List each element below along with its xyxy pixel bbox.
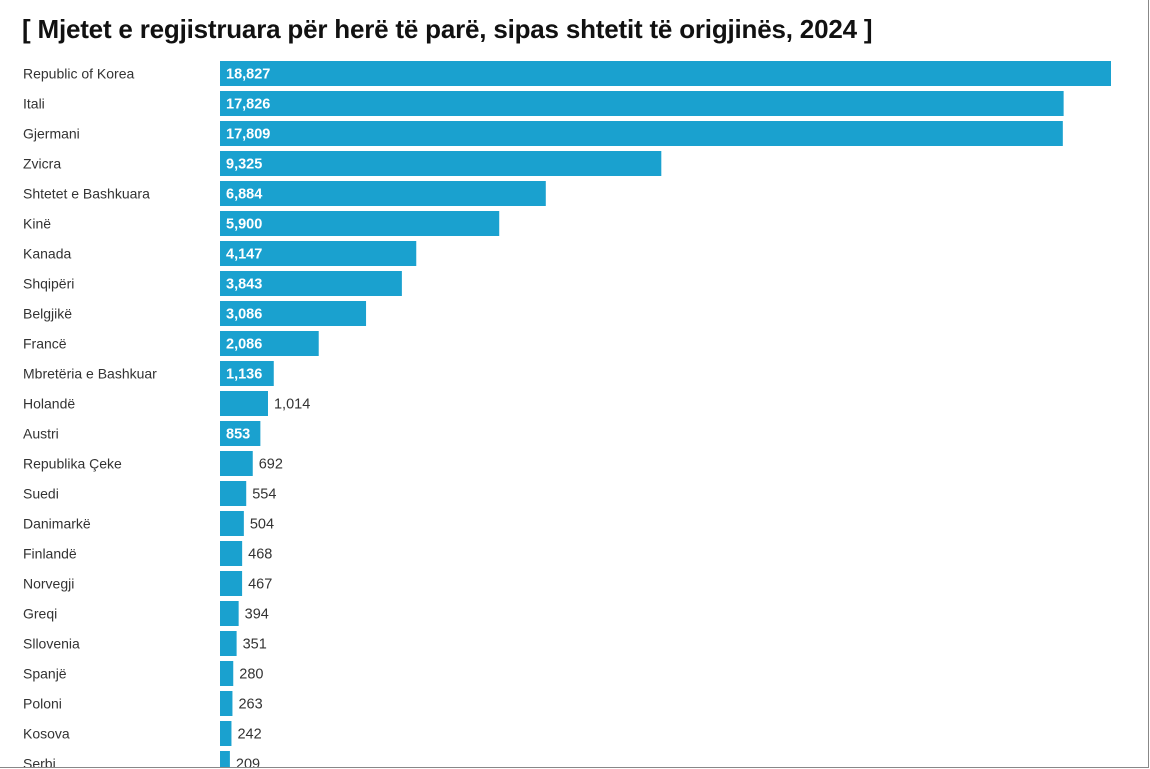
category-label: Itali <box>23 96 45 112</box>
bar <box>220 451 253 476</box>
data-label: 692 <box>259 457 283 473</box>
category-label: Serbi <box>23 756 56 768</box>
data-label: 3,843 <box>226 277 262 293</box>
bar <box>220 721 232 746</box>
category-label: Finlandë <box>23 546 77 562</box>
category-label: Kanada <box>23 246 71 262</box>
category-label: Greqi <box>23 606 57 622</box>
category-label: Francë <box>23 336 67 352</box>
bar <box>220 601 239 626</box>
data-label: 3,086 <box>226 307 262 323</box>
category-label: Holandë <box>23 396 75 412</box>
bar <box>220 151 662 176</box>
category-label: Shqipëri <box>23 276 74 292</box>
bar <box>220 121 1063 146</box>
bar <box>220 481 247 506</box>
data-label: 263 <box>238 697 262 713</box>
bar <box>220 421 261 446</box>
category-label: Austri <box>23 426 59 442</box>
category-label: Zvicra <box>23 156 61 172</box>
data-label: 351 <box>243 637 267 653</box>
category-label: Shtetet e Bashkuara <box>23 186 150 202</box>
chart-title: [ Mjetet e regjistruara për herë të parë… <box>22 14 873 44</box>
bar <box>220 271 402 296</box>
bar <box>220 211 500 236</box>
category-label: Danimarkë <box>23 516 91 532</box>
category-label: Belgjikë <box>23 306 72 322</box>
data-label: 209 <box>236 757 260 768</box>
data-label: 280 <box>239 667 263 683</box>
bar <box>220 661 234 686</box>
bar <box>220 571 243 596</box>
data-label: 853 <box>226 427 250 443</box>
bar <box>220 691 233 716</box>
bar <box>220 631 237 656</box>
data-label: 504 <box>250 517 274 533</box>
bar <box>220 61 1111 86</box>
bar <box>220 241 417 266</box>
data-label: 9,325 <box>226 157 262 173</box>
bar <box>220 541 243 566</box>
bar <box>220 391 268 416</box>
data-label: 394 <box>245 607 269 623</box>
category-label: Spanjë <box>23 666 67 682</box>
data-label: 554 <box>252 487 276 503</box>
category-label: Norvegji <box>23 576 74 592</box>
bar <box>220 331 319 356</box>
category-label: Gjermani <box>23 126 80 142</box>
category-label: Sllovenia <box>23 636 80 652</box>
category-label: Mbretëria e Bashkuar <box>23 366 157 382</box>
category-label: Poloni <box>23 696 62 712</box>
data-label: 467 <box>248 577 272 593</box>
category-label: Kinë <box>23 216 51 232</box>
data-label: 17,826 <box>226 97 270 113</box>
bar <box>220 751 230 767</box>
data-label: 468 <box>248 547 272 563</box>
category-label: Republic of Korea <box>23 66 135 82</box>
data-label: 5,900 <box>226 217 262 233</box>
data-label: 18,827 <box>226 67 270 83</box>
category-label: Suedi <box>23 486 59 502</box>
category-label: Kosova <box>23 726 70 742</box>
data-label: 242 <box>237 727 261 743</box>
data-label: 4,147 <box>226 247 262 263</box>
bar <box>220 361 274 386</box>
data-label: 6,884 <box>226 187 262 203</box>
data-label: 17,809 <box>226 127 270 143</box>
data-label: 1,014 <box>274 397 310 413</box>
bar <box>220 301 367 326</box>
data-label: 1,136 <box>226 367 262 383</box>
category-label: Republika Çeke <box>23 456 122 472</box>
bar <box>220 511 244 536</box>
bar <box>220 91 1064 116</box>
bar <box>220 181 546 206</box>
data-label: 2,086 <box>226 337 262 353</box>
